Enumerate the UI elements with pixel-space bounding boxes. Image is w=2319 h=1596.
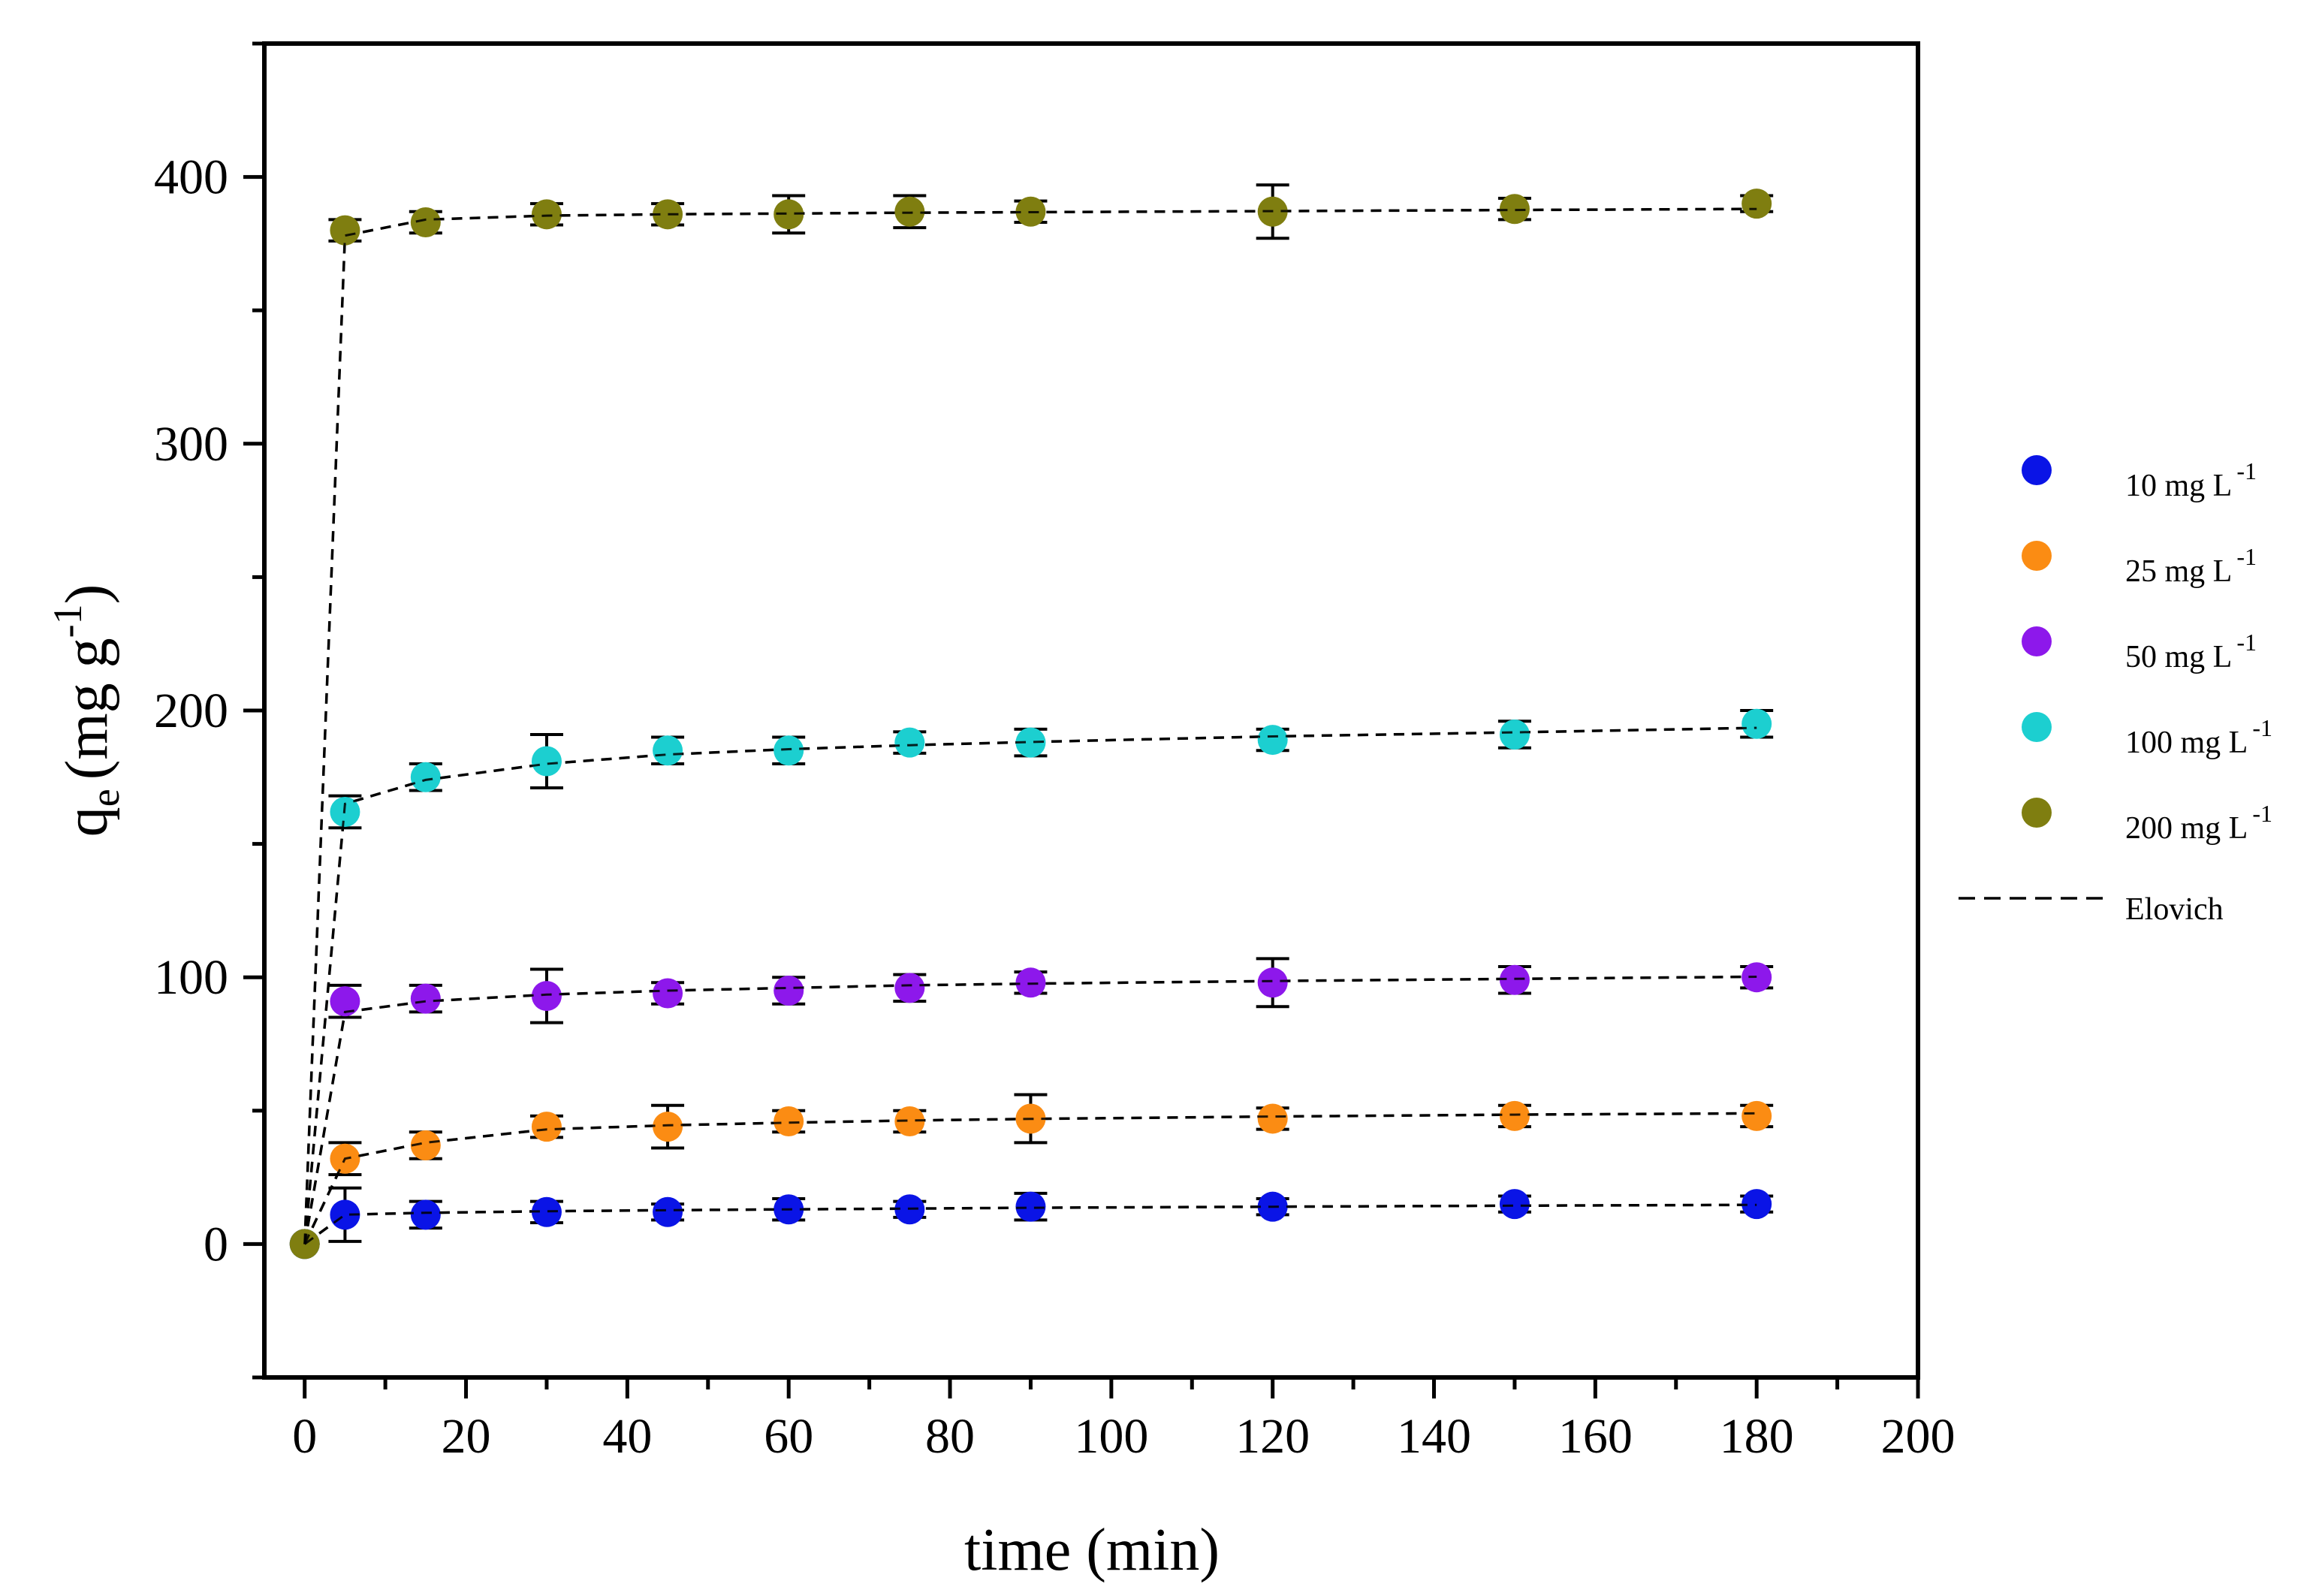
- elovich-fit-overlay: [303, 207, 1757, 1245]
- data-point: [1015, 727, 1046, 758]
- data-point: [1742, 708, 1772, 739]
- y-axis-title: qe (mg g-1): [45, 584, 128, 837]
- fit-line-overlay: [303, 1112, 1757, 1245]
- svg-text:qe(mg g-1): qe (mg g-1): [45, 584, 128, 837]
- x-tick-label: 40: [602, 1409, 652, 1464]
- fit-line: [303, 207, 1757, 1245]
- x-tick-label: 60: [764, 1409, 813, 1464]
- data-point: [410, 762, 441, 792]
- y-tick-label: 200: [154, 683, 228, 738]
- data-point: [330, 215, 360, 246]
- x-tick-label: 20: [442, 1409, 491, 1464]
- data-point: [894, 727, 925, 758]
- data-point: [894, 1106, 925, 1137]
- legend-marker: [2022, 712, 2052, 742]
- y-axis-title-close: ): [54, 584, 120, 605]
- data-point: [774, 735, 804, 766]
- data-point: [774, 975, 804, 1006]
- legend-label: 10 mg L -1: [2125, 457, 2257, 503]
- data-point: [531, 199, 562, 230]
- data-point: [1015, 1191, 1046, 1222]
- x-tick-label: 80: [925, 1409, 975, 1464]
- data-point: [653, 978, 683, 1009]
- data-point: [410, 1130, 441, 1160]
- legend-marker: [2022, 798, 2052, 828]
- data-point: [531, 746, 562, 777]
- y-tick-label: 400: [154, 150, 228, 205]
- data-point: [1257, 967, 1288, 998]
- data-point: [410, 207, 441, 237]
- data-point: [330, 986, 360, 1017]
- plot-frame: [262, 41, 1920, 1380]
- legend-marker: [2022, 541, 2052, 571]
- fit-line-overlay: [303, 726, 1757, 1245]
- data-point: [894, 973, 925, 1003]
- axis-ticks: 0 20 40 60 80 100 120 140 160 180 200 0 100 200 300 400: [154, 41, 1956, 1464]
- data-point: [774, 199, 804, 230]
- data-point: [330, 1199, 360, 1230]
- fit-line-overlay: [303, 976, 1757, 1245]
- data-point: [653, 1112, 683, 1142]
- data-point: [1742, 189, 1772, 219]
- legend-marker: [2022, 626, 2052, 656]
- fit-line-overlay: [303, 207, 1757, 1245]
- x-axis-title: time (min): [964, 1517, 1220, 1583]
- data-point: [653, 199, 683, 230]
- x-tick-label: 180: [1720, 1409, 1794, 1464]
- x-tick-label: 120: [1235, 1409, 1310, 1464]
- x-tick-label: 0: [292, 1409, 317, 1464]
- x-tick-label: 140: [1397, 1409, 1471, 1464]
- fit-line-overlay: [303, 1203, 1757, 1245]
- data-point: [410, 1199, 441, 1230]
- data-point: [1257, 725, 1288, 756]
- x-tick-label: 100: [1074, 1409, 1148, 1464]
- x-tick-label: 160: [1558, 1409, 1633, 1464]
- legend-fit-label: Elovich: [2125, 892, 2224, 927]
- legend-label: 200 mg L -1: [2125, 800, 2272, 846]
- y-tick-label: 0: [204, 1217, 228, 1272]
- legend-marker: [2022, 455, 2052, 485]
- data-point: [1257, 1103, 1288, 1134]
- data-point: [531, 981, 562, 1012]
- data-point: [1499, 719, 1530, 750]
- data-point: [1499, 1100, 1530, 1131]
- data-point: [1499, 194, 1530, 225]
- data-point: [1499, 1189, 1530, 1220]
- error-bars: [328, 183, 1774, 1243]
- y-axis-title-main: q: [54, 807, 120, 837]
- data-point: [410, 983, 441, 1014]
- legend-label: 100 mg L -1: [2125, 714, 2272, 760]
- elovich-fit-lines: [303, 207, 1757, 1245]
- legend-label: 25 mg L -1: [2125, 543, 2257, 589]
- y-axis-title-unit: (mg g: [54, 638, 120, 780]
- y-tick-label: 300: [154, 417, 228, 472]
- data-point: [774, 1106, 804, 1137]
- y-tick-label: 100: [154, 950, 228, 1005]
- data-point: [531, 1196, 562, 1227]
- y-axis-title-sub: e: [83, 789, 128, 807]
- x-tick-label: 200: [1881, 1409, 1956, 1464]
- data-point: [653, 735, 683, 766]
- data-point: [531, 1112, 562, 1142]
- data-point: [1742, 1100, 1772, 1131]
- legend-label: 50 mg L -1: [2125, 629, 2257, 674]
- y-axis-title-sup: -1: [45, 604, 90, 638]
- legend: 10 mg L -1 25 mg L -1 50 mg L -1 100 mg L -1 200…: [1959, 455, 2272, 927]
- data-point: [653, 1196, 683, 1227]
